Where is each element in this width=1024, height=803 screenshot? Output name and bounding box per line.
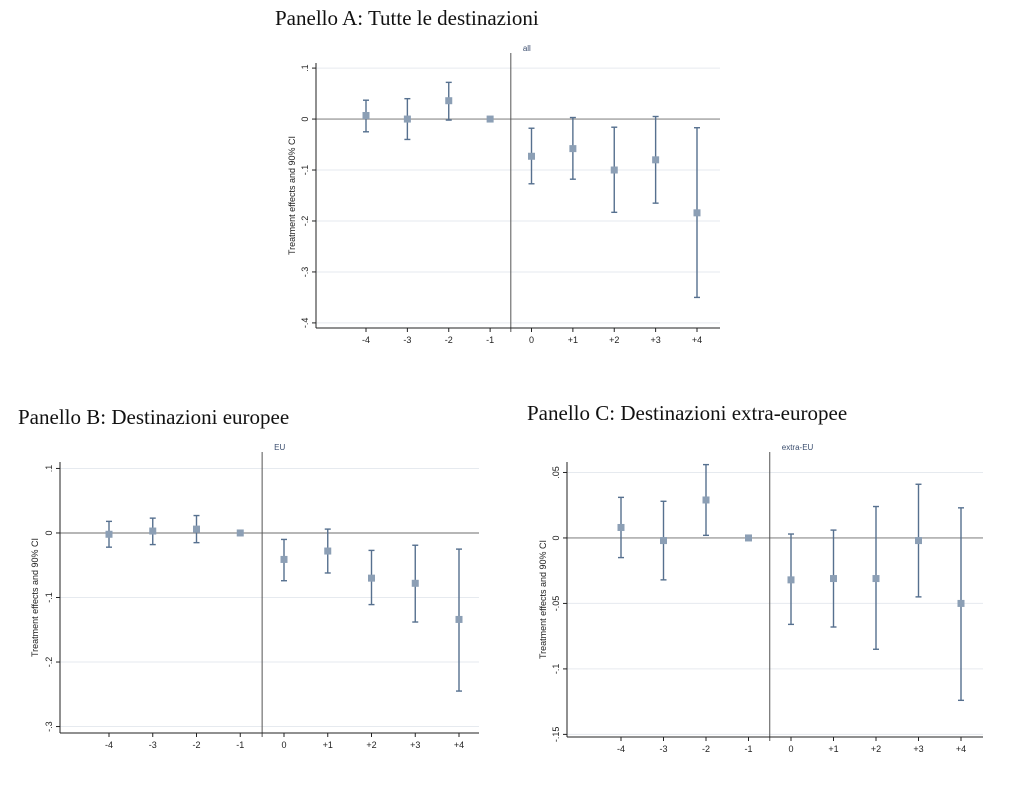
data-point xyxy=(236,529,244,537)
data-point xyxy=(660,537,667,545)
x-tick-label: +3 xyxy=(913,744,923,754)
x-tick-label: 0 xyxy=(281,740,286,750)
x-tick-label: +4 xyxy=(692,335,702,345)
y-tick-label: .1 xyxy=(44,465,54,473)
panel-c-chart: extra-EU .05 0 -.05 -.1 -.15 Treatment effects… xyxy=(538,443,983,754)
x-tick-label: +4 xyxy=(956,744,966,754)
x-tick-label: -1 xyxy=(236,740,244,750)
data-point xyxy=(368,574,375,582)
data-point xyxy=(652,156,660,164)
y-tick-label: .1 xyxy=(300,64,310,72)
y-tick-label: -.15 xyxy=(551,727,561,743)
x-tick-label: +3 xyxy=(410,740,420,750)
y-tick-label: -.1 xyxy=(551,664,561,675)
y-tick-label: -.1 xyxy=(300,165,310,176)
y-tick-label: -.3 xyxy=(44,721,54,732)
x-tick-label: 0 xyxy=(529,335,534,345)
panel-b-chart: EU .1 0 -.1 -.2 -.3 Treatment effects and 90% … xyxy=(30,443,479,750)
panel-a-chart: all .1 0 -.1 -.2 -.3 -.4 Treatment effects and … xyxy=(287,44,720,345)
x-tick-label: -4 xyxy=(105,740,113,750)
data-point xyxy=(455,615,463,623)
y-axis-label: Treatment effects and 90% CI xyxy=(287,136,297,255)
data-point xyxy=(486,115,494,123)
panel-annotation: all xyxy=(523,44,531,53)
y-tick-label: 0 xyxy=(551,535,561,540)
data-point xyxy=(528,152,535,160)
data-point xyxy=(745,534,752,542)
panel-b-title: Panello B: Destinazioni europee xyxy=(18,405,290,429)
x-tick-label: +1 xyxy=(828,744,838,754)
y-tick-label: 0 xyxy=(300,117,310,122)
y-tick-label: -.1 xyxy=(44,592,54,603)
data-point xyxy=(149,527,157,535)
data-point xyxy=(830,575,837,583)
panel-annotation: extra-EU xyxy=(782,443,814,452)
data-point xyxy=(569,145,577,153)
x-tick-label: +2 xyxy=(609,335,619,345)
x-tick-label: -4 xyxy=(617,744,625,754)
data-point xyxy=(617,523,625,531)
y-tick-label: .05 xyxy=(551,466,561,479)
data-point xyxy=(105,530,113,538)
y-tick-label: 0 xyxy=(44,530,54,535)
data-point xyxy=(280,555,288,563)
x-tick-label: -3 xyxy=(403,335,411,345)
x-tick-label: +4 xyxy=(454,740,464,750)
x-tick-label: +2 xyxy=(366,740,376,750)
data-point xyxy=(693,209,701,217)
y-tick-label: -.2 xyxy=(300,216,310,227)
x-tick-label: +3 xyxy=(650,335,660,345)
x-tick-label: -1 xyxy=(486,335,494,345)
data-point xyxy=(403,115,411,123)
data-point xyxy=(324,547,332,555)
y-tick-label: -.4 xyxy=(300,318,310,329)
y-axis-label: Treatment effects and 90% CI xyxy=(30,538,40,657)
x-tick-label: +1 xyxy=(568,335,578,345)
x-tick-label: -2 xyxy=(192,740,200,750)
data-point xyxy=(193,525,200,533)
y-axis-label: Treatment effects and 90% CI xyxy=(538,540,548,659)
data-point xyxy=(610,166,618,174)
y-tick-label: -.2 xyxy=(44,657,54,668)
panel-a-title: Panello A: Tutte le destinazioni xyxy=(275,6,539,30)
y-tick-label: -.3 xyxy=(300,267,310,278)
x-tick-label: -2 xyxy=(702,744,710,754)
x-tick-label: 0 xyxy=(788,744,793,754)
y-tick-label: -.05 xyxy=(551,596,561,612)
data-point xyxy=(702,496,710,504)
x-tick-label: +2 xyxy=(871,744,881,754)
data-point xyxy=(787,576,795,584)
x-tick-label: -3 xyxy=(659,744,667,754)
data-point xyxy=(915,537,922,545)
x-tick-label: -3 xyxy=(149,740,157,750)
x-tick-label: -2 xyxy=(445,335,453,345)
data-point xyxy=(957,599,965,607)
data-point xyxy=(445,97,453,105)
panel-annotation: EU xyxy=(274,443,285,452)
x-tick-label: -4 xyxy=(362,335,370,345)
data-point xyxy=(362,111,370,119)
data-point xyxy=(872,575,880,583)
panel-c-title: Panello C: Destinazioni extra-europee xyxy=(527,401,848,425)
x-tick-label: -1 xyxy=(744,744,752,754)
x-tick-label: +1 xyxy=(323,740,333,750)
data-point xyxy=(411,579,419,587)
